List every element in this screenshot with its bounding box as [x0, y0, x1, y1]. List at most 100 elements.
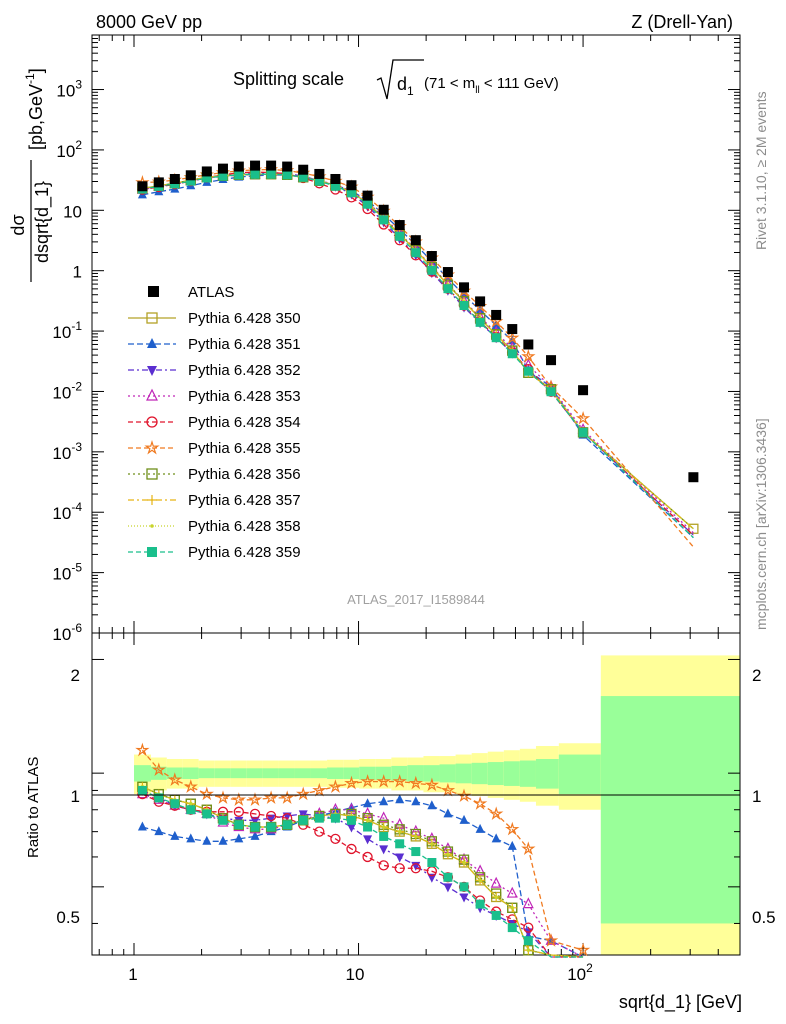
atlas-data-point: [426, 251, 437, 262]
marker-square: [330, 181, 340, 191]
legend: ATLAS Pythia 6.428 350 Pythia 6.428 351 Pyt…: [128, 284, 301, 561]
marker-triangle-up: [475, 304, 485, 314]
marker-square: [218, 815, 228, 825]
y-tick-label: 10-2: [52, 379, 82, 402]
marker-star-open: [424, 777, 440, 792]
legend-label: Pythia 6.428 355: [188, 440, 301, 457]
marker-dot: [510, 906, 515, 910]
marker-square: [523, 936, 533, 946]
marker-star-open: [263, 790, 279, 804]
marker-square: [363, 199, 373, 209]
marker-square: [250, 822, 260, 832]
marker-square: [170, 799, 180, 809]
series-Pythia-6.428-355: [135, 162, 694, 548]
x-tick-labels: 1 10 102: [128, 961, 593, 984]
marker-triangle-up: [475, 823, 485, 833]
marker-star-open: [575, 942, 591, 957]
band-inner: [198, 768, 215, 779]
legend-label: Pythia 6.428 350: [188, 310, 301, 327]
band-inner: [503, 761, 520, 786]
y-tick-label: 103: [56, 78, 82, 101]
band-inner: [150, 766, 167, 780]
marker-star-open: [360, 774, 375, 788]
marker-circle-open: [410, 863, 421, 874]
marker-triangle-down: [266, 814, 276, 824]
band-inner: [391, 765, 408, 781]
band-inner: [246, 768, 263, 779]
atlas-data-point: [298, 164, 309, 175]
atlas-data-point: [169, 173, 180, 184]
band-inner: [182, 767, 199, 779]
atlas-data-point: [578, 385, 589, 396]
y-tick-label: 10-6: [52, 621, 82, 644]
marker-triangle-up: [427, 800, 437, 810]
ratio-tick-2-right: 2: [752, 666, 761, 685]
marker-dot: [188, 801, 193, 806]
marker-star-open: [376, 774, 391, 788]
marker-square: [475, 899, 485, 909]
legend-label: ATLAS: [188, 284, 234, 301]
marker-triangle-up: [250, 830, 260, 840]
marker-star-open: [183, 779, 198, 793]
marker-star-open: [215, 790, 231, 804]
legend-label: Pythia 6.428 356: [188, 466, 301, 483]
atlas-data-point: [201, 166, 212, 177]
y-tick-label-exp: -3: [71, 440, 82, 454]
y-tick-label-base: 10: [52, 565, 71, 584]
band-inner: [471, 762, 488, 785]
legend-label: Pythia 6.428 351: [188, 336, 301, 353]
marker-dot: [381, 825, 386, 829]
atlas-data-point: [153, 177, 164, 188]
band-inner: [407, 765, 424, 782]
band-inner: [600, 696, 740, 924]
band-inner: [294, 768, 311, 779]
y-tick-label: 10-1: [52, 319, 82, 342]
marker-triangle-open: [378, 811, 390, 823]
atlas-data-point: [410, 235, 421, 246]
ratio-line: [142, 789, 584, 958]
y-label-unit-sup: -1: [23, 73, 37, 84]
marker-triangle-up: [459, 814, 469, 824]
legend-label: Pythia 6.428 354: [188, 414, 301, 431]
marker-circle-open: [346, 843, 357, 855]
marker-star-open: [488, 806, 504, 821]
marker-circle-open: [523, 922, 534, 933]
marker-square: [266, 169, 276, 179]
marker-triangle-up: [234, 833, 244, 843]
ratio-tick-labels: 0.5 1 2 0.5 1 2: [56, 666, 775, 927]
marker-triangle-open: [506, 886, 518, 898]
atlas-data-point: [546, 355, 557, 366]
marker-triangle-open: [146, 388, 158, 401]
marker-star-open: [167, 772, 183, 786]
title-symbol-d: d: [397, 74, 407, 94]
marker-triangle-up: [154, 826, 164, 836]
x-axis-label: sqrt{d_1} [GeV]: [619, 992, 742, 1013]
marker-triangle-open: [474, 864, 486, 876]
marker-square: [491, 910, 501, 920]
marker-square: [363, 822, 373, 832]
marker-triangle-down: [346, 823, 356, 833]
band-inner: [262, 768, 279, 779]
legend-label: Pythia 6.428 353: [188, 388, 301, 405]
marker-square: [137, 785, 147, 795]
marker-triangle-up: [507, 840, 517, 850]
marker-triangle-up: [491, 833, 501, 843]
ratio-tick-1-right: 1: [752, 787, 761, 806]
header-left: 8000 GeV pp: [96, 12, 202, 32]
atlas-data-point: [233, 161, 244, 172]
marker-square: [507, 923, 517, 933]
ratio-frame: [91, 632, 741, 956]
atlas-data-point: [523, 339, 534, 350]
marker-square: [395, 231, 405, 241]
marker-square: [218, 171, 228, 181]
marker-dot: [397, 829, 402, 834]
series-line: [142, 173, 694, 539]
band-inner: [230, 768, 247, 779]
marker-star-open: [521, 349, 536, 363]
ratio-line: [142, 793, 584, 958]
marker-triangle-down: [250, 816, 260, 826]
marker-star-open: [231, 792, 247, 806]
band-inner: [359, 766, 376, 780]
marker-square: [546, 387, 556, 397]
legend-marker-atlas: [148, 286, 159, 297]
